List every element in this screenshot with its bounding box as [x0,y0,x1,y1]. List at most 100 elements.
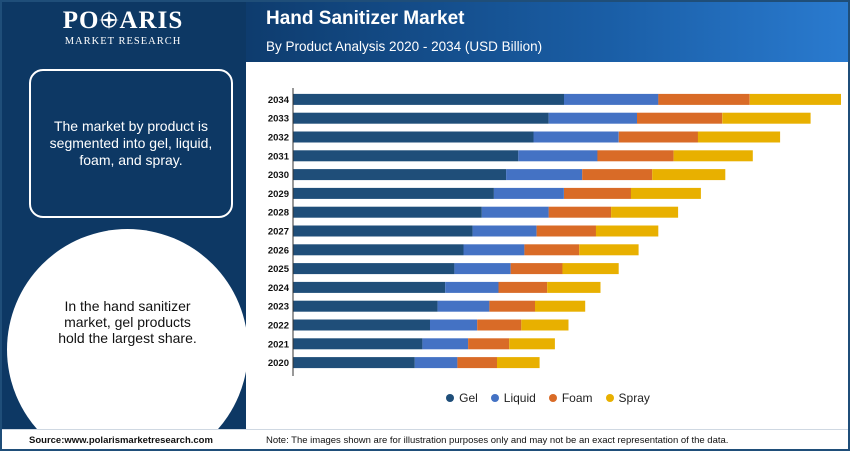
year-label-2026: 2026 [268,245,289,256]
source-text: Source:www.polarismarketresearch.com [29,435,213,446]
legend-swatch-gel [446,394,455,402]
bar-spray-2032 [697,131,781,143]
legend-label-foam: Foam [561,391,593,405]
bar-spray-2028 [611,206,679,218]
year-label-2029: 2029 [268,189,289,200]
bar-spray-2030 [652,169,726,181]
bar-liquid-2033 [548,112,637,124]
bar-liquid-2024 [445,281,499,293]
bar-liquid-2021 [422,338,469,350]
highlight-circle: In the hand sanitizer market, gel produc… [7,229,246,429]
year-label-2033: 2033 [268,114,289,125]
bar-spray-2024 [547,281,601,293]
chart-legend: Gel Liquid Foam Spray [246,391,848,405]
bar-gel-2022 [293,319,430,331]
bar-foam-2021 [468,338,510,350]
year-label-2023: 2023 [268,302,289,313]
left-panel: PO ARIS MARKET RESEARCH The market by pro… [2,2,246,429]
bar-liquid-2026 [463,244,525,256]
bar-foam-2025 [510,263,563,275]
chart-subtitle: By Product Analysis 2020 - 2034 (USD Bil… [266,39,543,54]
bar-gel-2028 [293,206,482,218]
bar-gel-2030 [293,169,507,181]
legend-item-gel: Gel [446,391,478,405]
bar-gel-2020 [293,357,415,369]
bar-foam-2034 [658,93,750,105]
year-label-2031: 2031 [268,151,290,162]
bar-gel-2029 [293,187,494,199]
bar-foam-2023 [489,300,536,312]
year-label-2021: 2021 [268,339,290,350]
bar-spray-2033 [722,112,811,124]
bar-gel-2031 [293,150,519,162]
bar-foam-2024 [498,281,548,293]
highlight-text: In the hand sanitizer market, gel produc… [58,298,197,346]
legend-swatch-spray [605,394,614,402]
bar-gel-2021 [293,338,423,350]
bar-foam-2028 [548,206,612,218]
logo-tagline: MARKET RESEARCH [64,36,182,47]
year-label-2024: 2024 [268,283,290,294]
bar-liquid-2029 [493,187,564,199]
bar-gel-2034 [293,93,564,105]
bar-liquid-2027 [472,225,537,237]
year-label-2030: 2030 [268,170,289,181]
legend-swatch-foam [548,394,557,402]
bar-gel-2032 [293,131,534,143]
bar-spray-2027 [595,225,659,237]
segment-info-text: The market by product is segmented into … [49,118,213,168]
bar-spray-2031 [673,150,753,162]
bar-liquid-2030 [506,169,583,181]
stacked-bar-chart: 2034 2033 2032 2031 2030 2029 2028 2027 2026 2025… [268,88,841,376]
bar-foam-2033 [637,112,723,124]
bar-spray-2020 [497,357,540,369]
bar-liquid-2031 [518,150,598,162]
bar-spray-2023 [535,300,586,312]
bar-gel-2027 [293,225,473,237]
year-label-2032: 2032 [268,133,289,144]
bar-liquid-2032 [533,131,619,143]
year-labels: 2034 2033 2032 2031 2030 2029 2028 2027 2026 2025… [268,95,290,369]
bar-gel-2025 [293,263,455,275]
bar-spray-2021 [509,338,555,350]
bar-spray-2022 [521,319,569,331]
bar-liquid-2023 [437,300,490,312]
bar-liquid-2022 [430,319,478,331]
bar-spray-2034 [749,93,841,105]
year-label-2025: 2025 [268,264,290,275]
legend-item-foam: Foam [548,391,593,405]
logo-letters-po: PO [62,7,100,34]
year-label-2028: 2028 [268,208,289,219]
bar-foam-2032 [618,131,698,143]
legend-label-spray: Spray [618,391,650,405]
legend-label-gel: Gel [459,391,478,405]
footer: Source:www.polarismarketresearch.com Not… [2,429,848,449]
compass-star-icon [99,10,120,30]
bar-liquid-2020 [414,357,458,369]
chart-header: Hand Sanitizer Market By Product Analysi… [246,2,848,62]
bar-group [293,93,841,369]
polaris-logo: PO ARIS MARKET RESEARCH [58,7,188,48]
year-label-2022: 2022 [268,321,289,332]
bar-gel-2033 [293,112,549,124]
bar-spray-2029 [630,187,701,199]
bar-foam-2029 [564,187,631,199]
bar-gel-2023 [293,300,438,312]
bar-foam-2020 [457,357,497,369]
legend-label-liquid: Liquid [503,391,536,405]
bar-liquid-2025 [454,263,511,275]
year-label-2020: 2020 [268,358,289,369]
bar-foam-2027 [536,225,596,237]
bar-spray-2025 [562,263,619,275]
bar-foam-2030 [582,169,653,181]
chart-title: Hand Sanitizer Market [266,8,465,29]
bar-spray-2026 [579,244,639,256]
segment-info-box: The market by product is segmented into … [29,69,233,218]
logo-letters-aris: ARIS [119,7,184,34]
bar-gel-2024 [293,281,446,293]
bar-foam-2022 [477,319,522,331]
bar-foam-2026 [524,244,580,256]
bar-liquid-2034 [564,93,659,105]
legend-item-spray: Spray [605,391,650,405]
